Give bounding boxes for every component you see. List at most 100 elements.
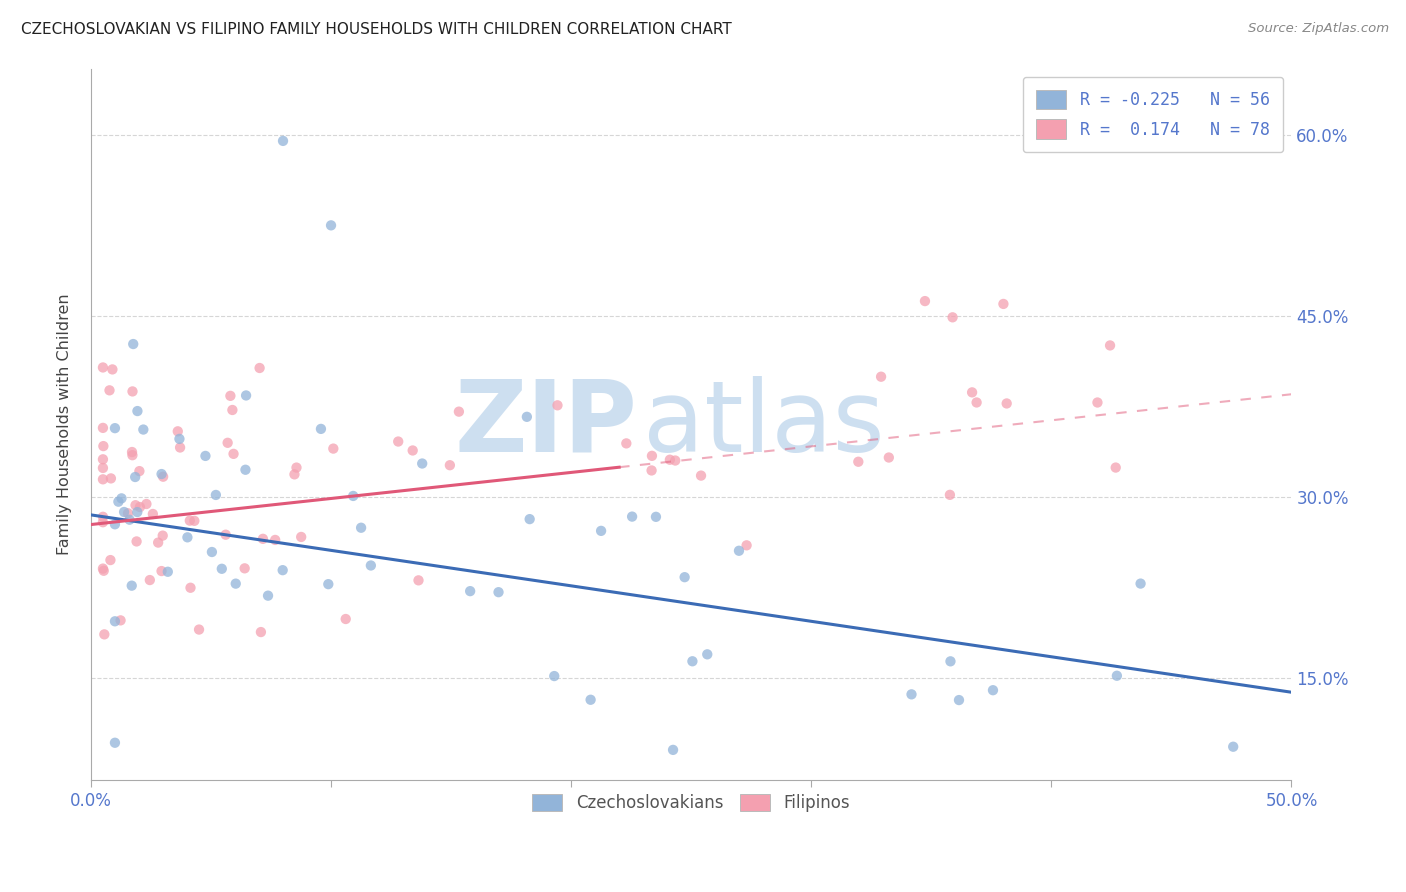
- Point: [215, 527, 238, 541]
- Point: [1222, 739, 1244, 754]
- Point: [117, 506, 139, 520]
- Point: [104, 421, 127, 435]
- Point: [110, 613, 132, 627]
- Point: [91, 509, 114, 524]
- Point: [271, 134, 294, 148]
- Point: [152, 528, 174, 542]
- Point: [993, 297, 1015, 311]
- Point: [641, 449, 664, 463]
- Point: [621, 509, 644, 524]
- Point: [402, 443, 425, 458]
- Point: [121, 384, 143, 399]
- Point: [283, 467, 305, 482]
- Point: [91, 461, 114, 475]
- Point: [205, 488, 228, 502]
- Point: [645, 509, 668, 524]
- Point: [104, 736, 127, 750]
- Point: [877, 450, 900, 465]
- Point: [447, 404, 470, 418]
- Point: [664, 453, 686, 467]
- Point: [100, 553, 122, 567]
- Text: CZECHOSLOVAKIAN VS FILIPINO FAMILY HOUSEHOLDS WITH CHILDREN CORRELATION CHART: CZECHOSLOVAKIAN VS FILIPINO FAMILY HOUSE…: [21, 22, 733, 37]
- Point: [235, 388, 257, 402]
- Point: [150, 564, 173, 578]
- Point: [124, 498, 146, 512]
- Point: [350, 521, 373, 535]
- Point: [156, 565, 179, 579]
- Point: [1105, 669, 1128, 683]
- Point: [91, 452, 114, 467]
- Point: [673, 570, 696, 584]
- Point: [176, 530, 198, 544]
- Point: [939, 654, 962, 668]
- Point: [225, 576, 247, 591]
- Point: [121, 579, 143, 593]
- Point: [201, 545, 224, 559]
- Point: [249, 361, 271, 376]
- Point: [91, 421, 114, 435]
- Point: [211, 562, 233, 576]
- Point: [221, 403, 243, 417]
- Point: [179, 514, 201, 528]
- Point: [290, 530, 312, 544]
- Point: [142, 507, 165, 521]
- Point: [322, 442, 344, 456]
- Point: [91, 472, 114, 486]
- Point: [900, 687, 922, 701]
- Point: [179, 581, 201, 595]
- Point: [152, 469, 174, 483]
- Point: [981, 683, 1004, 698]
- Point: [640, 463, 662, 477]
- Point: [285, 460, 308, 475]
- Point: [939, 488, 962, 502]
- Point: [135, 497, 157, 511]
- Y-axis label: Family Households with Children: Family Households with Children: [58, 293, 72, 555]
- Point: [183, 514, 205, 528]
- Point: [681, 654, 703, 668]
- Point: [942, 310, 965, 325]
- Point: [139, 573, 162, 587]
- Point: [121, 448, 143, 462]
- Text: atlas: atlas: [643, 376, 884, 473]
- Point: [118, 513, 141, 527]
- Point: [319, 219, 342, 233]
- Point: [121, 445, 143, 459]
- Point: [948, 693, 970, 707]
- Point: [387, 434, 409, 449]
- Point: [614, 436, 637, 450]
- Point: [104, 615, 127, 629]
- Legend: Czechoslovakians, Filipinos: Czechoslovakians, Filipinos: [519, 780, 863, 825]
- Point: [1087, 395, 1109, 409]
- Point: [318, 577, 340, 591]
- Point: [217, 435, 239, 450]
- Point: [104, 517, 127, 532]
- Point: [132, 423, 155, 437]
- Point: [188, 623, 211, 637]
- Point: [125, 534, 148, 549]
- Point: [914, 294, 936, 309]
- Point: [169, 432, 191, 446]
- Point: [93, 564, 115, 578]
- Point: [488, 585, 510, 599]
- Point: [519, 512, 541, 526]
- Point: [735, 538, 758, 552]
- Point: [411, 457, 433, 471]
- Point: [128, 464, 150, 478]
- Point: [271, 563, 294, 577]
- Point: [439, 458, 461, 473]
- Point: [101, 362, 124, 376]
- Point: [360, 558, 382, 573]
- Point: [870, 369, 893, 384]
- Point: [458, 584, 481, 599]
- Point: [124, 470, 146, 484]
- Point: [309, 422, 332, 436]
- Point: [129, 500, 152, 514]
- Point: [1099, 338, 1122, 352]
- Point: [696, 648, 718, 662]
- Point: [93, 439, 115, 453]
- Point: [98, 384, 121, 398]
- Point: [93, 627, 115, 641]
- Point: [546, 398, 568, 412]
- Point: [91, 515, 114, 529]
- Point: [995, 396, 1018, 410]
